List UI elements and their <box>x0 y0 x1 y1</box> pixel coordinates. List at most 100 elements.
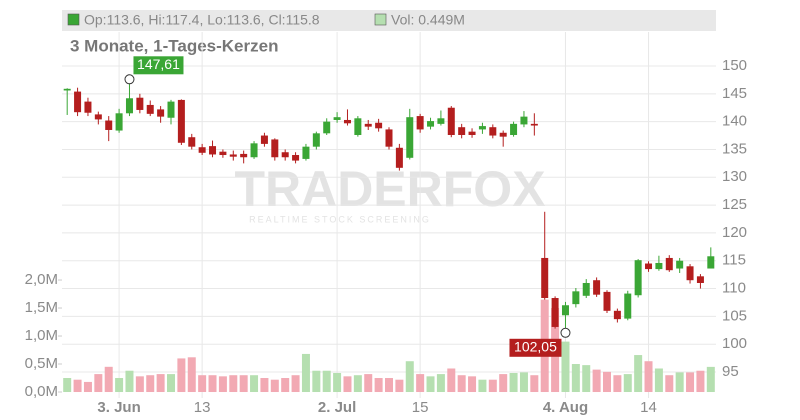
volume-bar <box>187 357 196 393</box>
candle-body <box>63 88 71 91</box>
y-tick-label: 140 <box>722 113 747 130</box>
volume-bar <box>686 372 695 393</box>
candle-body <box>613 310 621 320</box>
candle-body <box>364 123 372 127</box>
candle-body <box>499 132 507 137</box>
candle-body <box>323 121 331 134</box>
max-label-box <box>133 56 184 75</box>
volume-bar <box>322 370 331 393</box>
volume-bar <box>623 374 632 393</box>
volume-bar <box>499 374 508 393</box>
volume-bar <box>333 372 342 393</box>
volume-bar <box>125 370 134 393</box>
candle-body <box>333 117 341 120</box>
volume-bar <box>229 375 238 393</box>
volume-bar <box>395 379 404 393</box>
candle-body <box>354 118 362 135</box>
candle-body <box>437 118 445 124</box>
candle-body <box>416 116 424 130</box>
volume-bar <box>208 375 217 393</box>
volume-bar <box>592 369 601 393</box>
volume-bar <box>94 374 103 393</box>
candle-body <box>177 99 185 143</box>
y-tick-label: 110 <box>722 280 746 297</box>
candle-body <box>312 133 320 147</box>
y-tick-label: 130 <box>722 168 747 185</box>
subtitle: 3 Monate, 1-Tages-Kerzen <box>70 36 278 55</box>
volume-bar <box>665 375 674 393</box>
candle-body <box>136 97 144 110</box>
candle-body <box>146 104 154 114</box>
min-label-box <box>509 338 562 357</box>
max-label: 147,61 <box>137 56 180 72</box>
candle-body <box>74 91 82 113</box>
candle-body <box>292 155 300 161</box>
volume-bar <box>603 371 611 393</box>
volume-bar <box>115 378 124 393</box>
volume-bar <box>270 379 279 393</box>
x-tick-label: 4. Aug <box>543 399 588 416</box>
volume-bar <box>654 368 663 393</box>
volume-bar <box>675 372 684 393</box>
volume-bar <box>281 378 290 393</box>
volume-bar <box>561 341 570 393</box>
candle-body <box>406 117 414 158</box>
volume-bar <box>509 372 518 393</box>
candle-body <box>655 262 663 270</box>
legend-ohlc: Op:113.6, Hi:117.4, Lo:113.6, Cl:115.8 <box>84 12 320 28</box>
candle-body <box>541 257 549 299</box>
volume-bar <box>312 370 321 393</box>
candle-body <box>105 120 113 130</box>
min-label: 102,05 <box>514 338 557 354</box>
candle-body <box>478 126 486 130</box>
legend-swatch <box>67 13 80 26</box>
candle-body <box>157 109 165 117</box>
volume-bar <box>457 375 466 393</box>
y2-tick-label: 1,5M <box>25 299 58 316</box>
candle-body <box>188 137 196 147</box>
candle-body <box>240 153 248 158</box>
candle-body <box>167 101 175 118</box>
header-bar <box>62 10 716 31</box>
y-tick-label: 150 <box>722 57 747 74</box>
candle-body <box>489 127 497 136</box>
volume-bar <box>571 364 580 393</box>
candle-body <box>561 305 569 316</box>
candle-body <box>458 127 466 135</box>
candle-body <box>94 114 102 120</box>
volume-bar <box>436 374 445 393</box>
candle-body <box>707 256 715 269</box>
min-marker <box>560 327 571 338</box>
candle-body <box>582 282 590 296</box>
candle-body <box>530 123 538 126</box>
volume-bar <box>135 376 144 393</box>
candle-body <box>250 143 258 158</box>
volume-bar <box>364 374 373 393</box>
candle-body <box>468 131 476 135</box>
candle-body <box>510 123 518 135</box>
volume-bar <box>250 375 259 393</box>
volume-bar <box>426 376 435 393</box>
candle-body <box>302 146 310 159</box>
max-marker <box>124 74 135 85</box>
candle-body <box>271 139 279 158</box>
volume-bar <box>447 368 456 393</box>
volume-bar <box>696 370 705 393</box>
volume-bar <box>83 381 92 393</box>
volume-bar <box>260 378 269 393</box>
x-tick-label: 14 <box>640 399 657 416</box>
volume-bar <box>385 378 393 393</box>
volume-bar <box>478 379 487 393</box>
candle-body <box>343 119 351 124</box>
y-tick-label: 95 <box>722 363 739 380</box>
volume-bar <box>167 374 175 393</box>
volume-bar <box>405 361 414 393</box>
candle-body <box>198 147 206 153</box>
candle-body <box>260 135 268 144</box>
candle-body <box>219 151 227 156</box>
candle-body <box>665 257 673 271</box>
candle-body <box>645 263 653 270</box>
candle-body <box>375 122 383 129</box>
watermark-brand: TRADERFOX <box>234 161 545 217</box>
